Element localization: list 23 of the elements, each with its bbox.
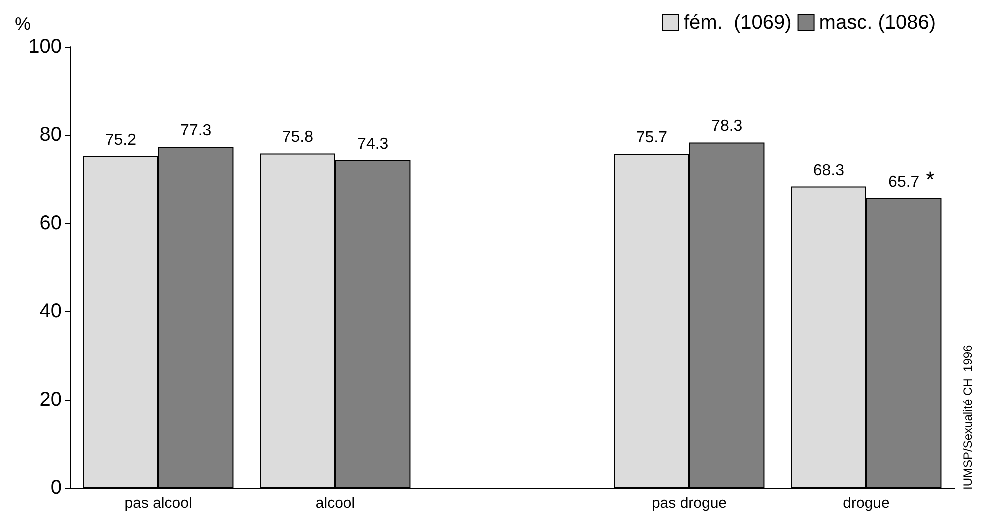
annotation: *: [926, 166, 936, 192]
y-axis-title: %: [15, 14, 32, 34]
x-tick-label: drogue: [843, 495, 890, 512]
data-label: 77.3: [180, 122, 212, 140]
y-tick-label: 100: [28, 36, 62, 58]
data-label: 68.3: [813, 162, 845, 180]
data-label: 78.3: [712, 118, 743, 136]
data-label: 74.3: [358, 136, 389, 153]
legend-label: fém. (1069): [684, 12, 792, 34]
y-tick-label: 80: [40, 124, 62, 146]
text: IUMSP/Sexualité CH 1996: [961, 344, 975, 490]
data-label: 75.7: [636, 130, 668, 147]
y-tick-label: 60: [40, 212, 62, 234]
data-label: 75.8: [282, 129, 314, 146]
data-label: 75.2: [105, 132, 137, 149]
x-tick-label: alcool: [316, 495, 356, 512]
x-tick-label: pas alcool: [124, 495, 192, 512]
y-tick-label: 20: [40, 388, 62, 411]
y-tick-label: 40: [40, 300, 62, 323]
y-tick-label: 0: [50, 477, 62, 499]
data-label: 65.7: [888, 174, 920, 191]
x-tick-label: pas drogue: [652, 495, 728, 512]
legend-label: masc. (1086): [819, 12, 936, 34]
